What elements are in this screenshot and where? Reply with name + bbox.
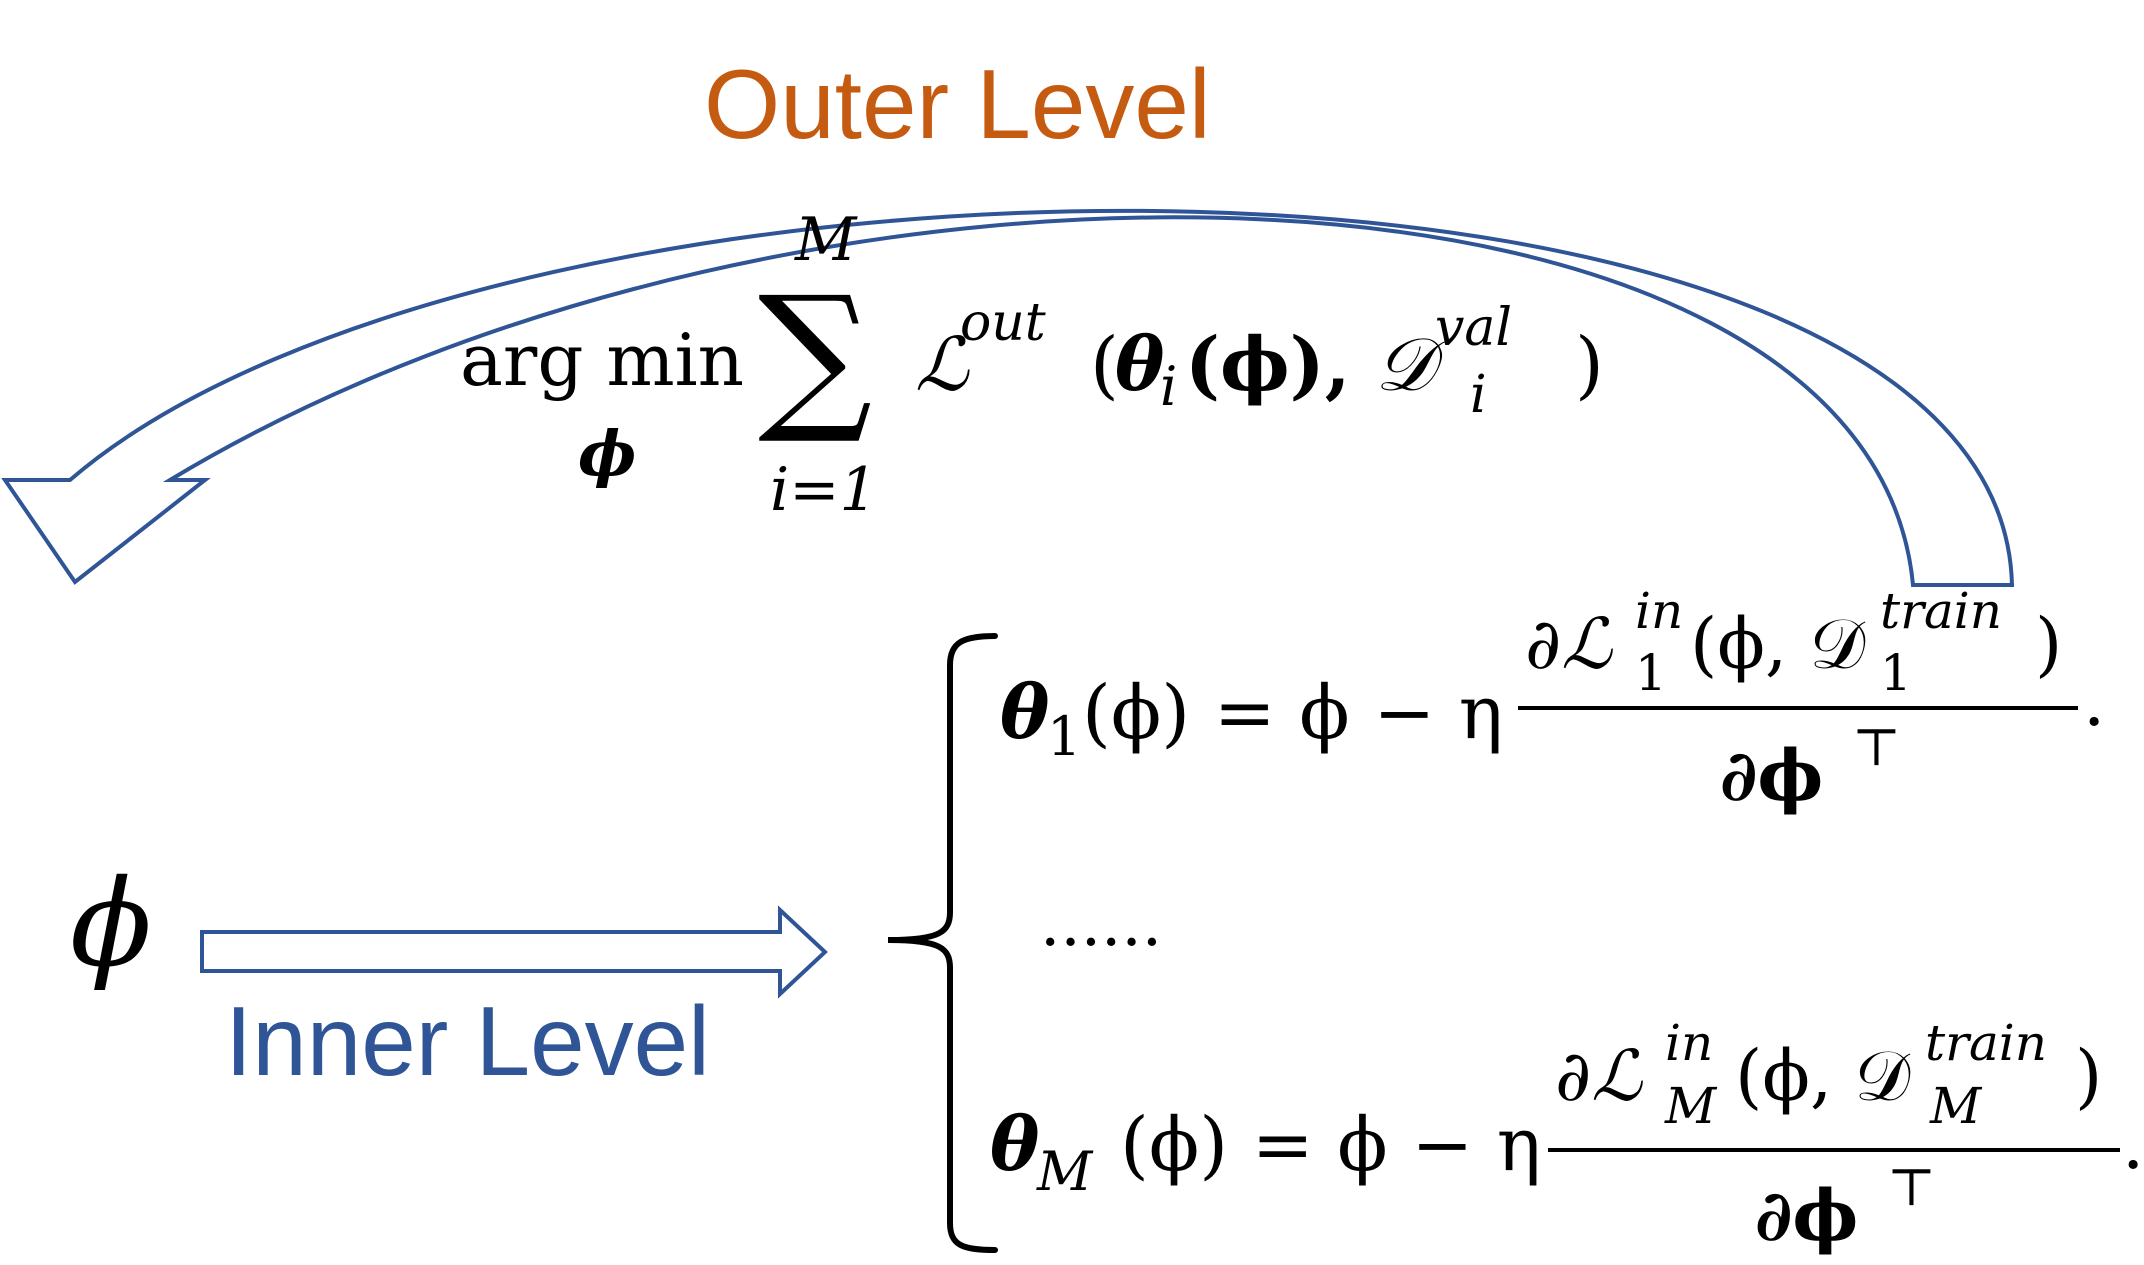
loss-superscript: out [960, 293, 1046, 353]
outer-level-label: Outer Level [704, 49, 1211, 159]
numerator-close: ) [2035, 603, 2062, 685]
numerator-arguments: (ϕ, 𝒟 [1735, 1035, 1911, 1117]
numerator-superscript: in [1635, 582, 1683, 640]
numerator-close: ) [2075, 1035, 2102, 1117]
numerator-data-superscript: train [1880, 582, 2002, 640]
inner-update-1: θ 1 (ϕ) = ϕ − η ∂ℒ in 1 (ϕ, 𝒟 train 1 ) … [1000, 582, 2105, 817]
numerator-subscript: M [1664, 1077, 1718, 1135]
numerator-arguments: (ϕ, 𝒟 [1690, 603, 1866, 685]
update-end-period: . [2083, 660, 2105, 742]
outer-curved-arrow [1, 208, 2015, 587]
fraction-numerator: ∂ℒ [1555, 1035, 1643, 1117]
numerator-data-superscript: train [1925, 1014, 2047, 1072]
ellipsis: ...... [1040, 887, 1162, 961]
numerator-superscript: in [1665, 1014, 1713, 1072]
loss-symbol: ℒ [915, 322, 970, 408]
inner-update-m: θ M (ϕ) = ϕ − η ∂ℒ in M (ϕ, 𝒟 train M ) … [990, 1014, 2144, 1257]
sum-upper-limit: M [794, 205, 858, 275]
sum-lower-limit: i=1 [770, 455, 878, 525]
numerator-subscript: 1 [1635, 644, 1667, 702]
input-phi-symbol: ϕ [70, 855, 152, 994]
inner-straight-arrow [200, 905, 828, 999]
phi-argument: (ϕ), [1185, 322, 1350, 408]
update-lhs: (ϕ) = ϕ − η [1120, 1102, 1541, 1188]
theta-symbol: θ [1115, 322, 1165, 408]
theta-subscript: i [1160, 355, 1177, 418]
open-paren: ( [1090, 322, 1119, 408]
denominator-superscript: ⊤ [1887, 1158, 1936, 1218]
sum-symbol: ∑ [758, 261, 872, 448]
fraction-denominator: ∂ϕ [1755, 1174, 1858, 1257]
data-superscript: val [1435, 298, 1512, 358]
update-theta-subscript: 1 [1047, 705, 1081, 768]
update-lhs: (ϕ) = ϕ − η [1082, 670, 1503, 756]
argmin-label: arg min [460, 318, 744, 402]
argmin-subscript: ϕ [578, 417, 636, 490]
update-theta-subscript: M [1036, 1140, 1094, 1203]
data-subscript: i [1470, 365, 1487, 425]
close-paren: ) [1575, 322, 1604, 408]
numerator-data-subscript: M [1929, 1077, 1983, 1135]
numerator-data-subscript: 1 [1880, 644, 1912, 702]
denominator-superscript: ⊤ [1852, 718, 1901, 778]
fraction-numerator: ∂ℒ [1525, 603, 1613, 685]
outer-objective-formula: arg min ϕ ∑ M i=1 ℒ out ( θ i (ϕ), 𝒟 val… [460, 205, 1604, 525]
fraction-denominator: ∂ϕ [1720, 734, 1823, 817]
update-theta: θ [990, 1102, 1040, 1188]
curly-brace [887, 633, 998, 1253]
inner-level-label: Inner Level [225, 986, 710, 1096]
update-theta: θ [1000, 670, 1050, 756]
update-end-period: . [2122, 1103, 2144, 1185]
